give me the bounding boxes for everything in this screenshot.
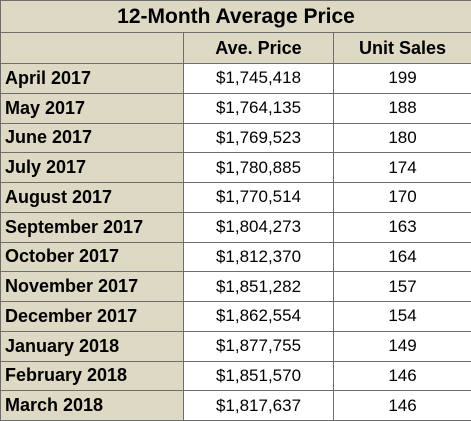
header-blank-cell (0, 32, 184, 64)
avg-price-cell: $1,770,514 (183, 182, 334, 213)
avg-price-cell: $1,804,273 (183, 211, 334, 243)
avg-price-cell: $1,851,282 (183, 271, 334, 302)
table-row: November 2017 $1,851,282 157 (0, 271, 471, 302)
avg-price-cell: $1,769,523 (183, 122, 334, 154)
table-row: January 2018 $1,877,755 149 (0, 330, 471, 362)
table-row: March 2018 $1,817,637 146 (0, 390, 471, 421)
table-row: May 2017 $1,764,135 188 (0, 92, 471, 124)
month-cell: March 2018 (0, 390, 184, 421)
unit-sales-cell: 154 (333, 301, 471, 332)
month-cell: May 2017 (0, 92, 184, 124)
table-row: December 2017 $1,862,554 154 (0, 301, 471, 332)
month-cell: August 2017 (0, 182, 184, 213)
avg-price-cell: $1,780,885 (183, 152, 334, 183)
avg-price-cell: $1,877,755 (183, 330, 334, 362)
month-cell: September 2017 (0, 211, 184, 243)
table-row: September 2017 $1,804,273 163 (0, 211, 471, 243)
month-cell: December 2017 (0, 301, 184, 332)
unit-sales-cell: 188 (333, 92, 471, 124)
month-cell: July 2017 (0, 152, 184, 183)
unit-sales-cell: 164 (333, 241, 471, 273)
month-cell: April 2017 (0, 63, 184, 94)
table-row: June 2017 $1,769,523 180 (0, 122, 471, 154)
unit-sales-cell: 146 (333, 390, 471, 421)
month-cell: February 2018 (0, 360, 184, 392)
month-cell: June 2017 (0, 122, 184, 154)
avg-price-cell: $1,851,570 (183, 360, 334, 392)
unit-sales-cell: 157 (333, 271, 471, 302)
table-row: October 2017 $1,812,370 164 (0, 241, 471, 273)
header-unit-sales: Unit Sales (333, 32, 471, 64)
avg-price-cell: $1,764,135 (183, 92, 334, 124)
column-header-row: Ave. Price Unit Sales (0, 32, 471, 64)
table-row: April 2017 $1,745,418 199 (0, 63, 471, 94)
month-cell: January 2018 (0, 330, 184, 362)
table-row: February 2018 $1,851,570 146 (0, 360, 471, 392)
unit-sales-cell: 170 (333, 182, 471, 213)
unit-sales-cell: 174 (333, 152, 471, 183)
unit-sales-cell: 149 (333, 330, 471, 362)
table-row: August 2017 $1,770,514 170 (0, 182, 471, 213)
table-row: July 2017 $1,780,885 174 (0, 152, 471, 183)
month-cell: October 2017 (0, 241, 184, 273)
month-cell: November 2017 (0, 271, 184, 302)
unit-sales-cell: 180 (333, 122, 471, 154)
avg-price-cell: $1,812,370 (183, 241, 334, 273)
header-avg-price: Ave. Price (183, 32, 334, 64)
unit-sales-cell: 199 (333, 63, 471, 94)
unit-sales-cell: 163 (333, 211, 471, 243)
avg-price-cell: $1,862,554 (183, 301, 334, 332)
avg-price-cell: $1,817,637 (183, 390, 334, 421)
unit-sales-cell: 146 (333, 360, 471, 392)
table-title-row: 12-Month Average Price (0, 0, 471, 33)
avg-price-cell: $1,745,418 (183, 63, 334, 94)
table-title: 12-Month Average Price (0, 0, 471, 33)
